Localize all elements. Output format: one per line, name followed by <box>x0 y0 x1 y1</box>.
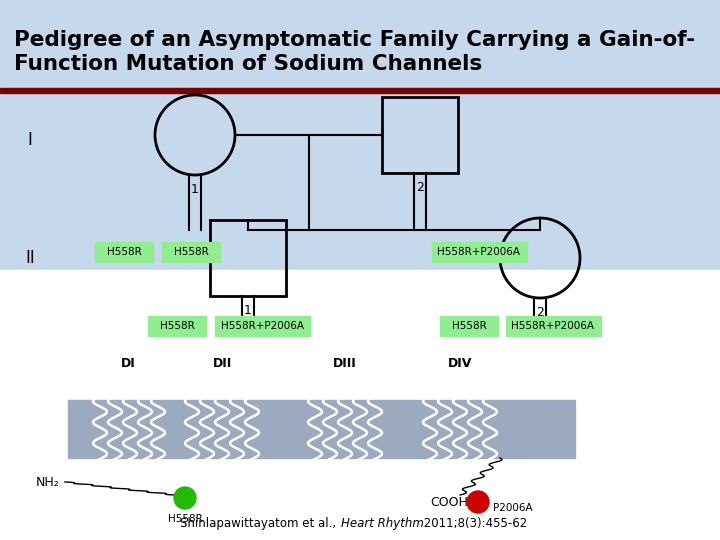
Text: 1: 1 <box>191 183 199 196</box>
Bar <box>95 242 153 262</box>
Text: COOH: COOH <box>430 496 468 509</box>
Text: DII: DII <box>212 357 232 370</box>
Text: P2006A: P2006A <box>493 503 533 513</box>
Text: Shinlapawittayatom et al.,: Shinlapawittayatom et al., <box>180 517 340 530</box>
Text: Pedigree of an Asymptomatic Family Carrying a Gain-of-: Pedigree of an Asymptomatic Family Carry… <box>14 30 695 50</box>
Bar <box>0 88 720 93</box>
Text: H558R: H558R <box>160 321 194 331</box>
Text: 2011;8(3):455-62: 2011;8(3):455-62 <box>420 517 527 530</box>
Bar <box>162 242 220 262</box>
Bar <box>440 316 498 336</box>
Circle shape <box>467 491 489 513</box>
Text: NH₂: NH₂ <box>36 476 60 489</box>
Text: 2: 2 <box>536 306 544 319</box>
Text: 1: 1 <box>244 304 252 317</box>
Circle shape <box>174 487 196 509</box>
Text: I: I <box>27 131 32 149</box>
Bar <box>382 97 458 173</box>
Text: H558R+P2006A: H558R+P2006A <box>438 247 521 257</box>
Text: II: II <box>25 249 35 267</box>
Bar <box>0 0 720 270</box>
Text: 2: 2 <box>416 181 424 194</box>
Bar <box>68 400 575 458</box>
Text: H558R+P2006A: H558R+P2006A <box>511 321 595 331</box>
Bar <box>215 316 310 336</box>
Text: DIII: DIII <box>333 357 357 370</box>
Text: H558R: H558R <box>168 514 202 524</box>
Text: H558R: H558R <box>451 321 487 331</box>
Bar <box>210 220 286 296</box>
Text: Function Mutation of Sodium Channels: Function Mutation of Sodium Channels <box>14 54 482 74</box>
Text: Heart Rhythm: Heart Rhythm <box>341 517 424 530</box>
Text: DI: DI <box>121 357 135 370</box>
Text: H558R: H558R <box>174 247 208 257</box>
Bar <box>432 242 527 262</box>
Text: H558R+P2006A: H558R+P2006A <box>220 321 304 331</box>
Bar <box>148 316 206 336</box>
Text: DIV: DIV <box>448 357 472 370</box>
Bar <box>506 316 601 336</box>
Text: H558R: H558R <box>107 247 141 257</box>
Bar <box>0 270 720 540</box>
